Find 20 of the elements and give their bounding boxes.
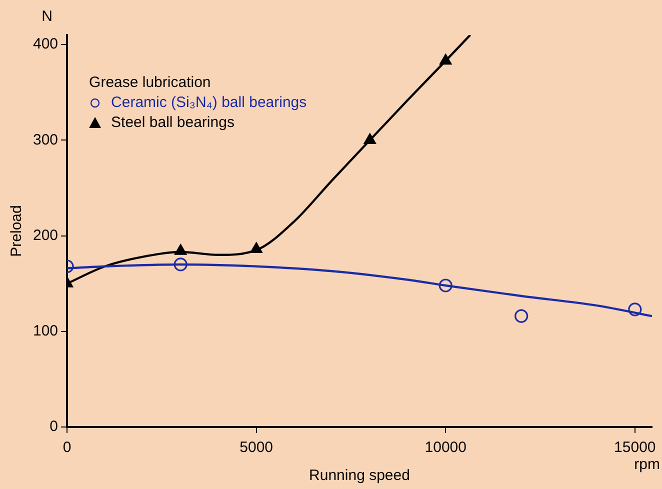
x-tick-label: 0: [62, 439, 72, 456]
y-axis-title: Preload: [8, 205, 26, 257]
point: [438, 278, 452, 292]
x-tick-label: 5000: [240, 439, 274, 456]
point: [514, 309, 528, 323]
legend-label: Steel ball bearings: [111, 114, 234, 132]
x-tick-label: 15000: [614, 439, 656, 456]
point: [174, 258, 188, 272]
y-tick-label: 0: [50, 418, 58, 436]
legend-title: Grease lubrication: [89, 74, 211, 92]
text: rpm: [634, 456, 660, 474]
y-tick-label: 400: [32, 36, 58, 53]
y-tick-label: 100: [32, 322, 58, 340]
legend-label: Ceramic (Si₃N₄) ball bearings: [111, 94, 307, 112]
text: N: [42, 8, 52, 26]
x-tick-label: 10000: [424, 439, 466, 456]
point: [628, 302, 642, 316]
y-tick-label: 200: [32, 226, 58, 244]
y-tick-label: 300: [32, 131, 58, 148]
x-axis-title: Running speed: [309, 467, 410, 484]
